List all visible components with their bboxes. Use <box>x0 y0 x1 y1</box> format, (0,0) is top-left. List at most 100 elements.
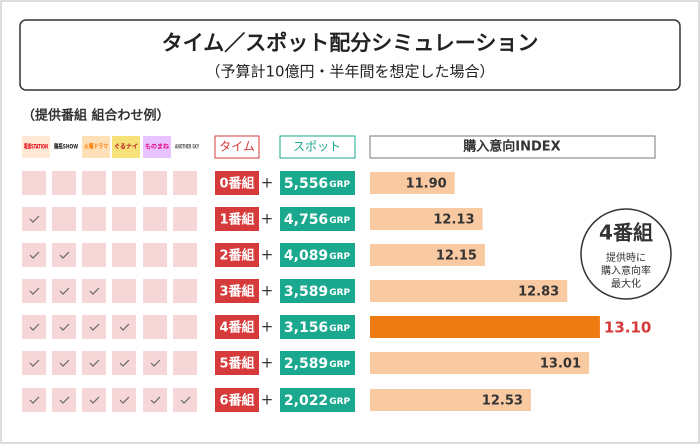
spot-box <box>280 171 355 195</box>
program-cell <box>143 351 167 375</box>
subtitle: （予算計10億円・半年間を想定した場合） <box>205 63 494 81</box>
bar <box>370 389 531 411</box>
program-cell <box>112 279 136 303</box>
spot-unit: GRP <box>329 324 350 334</box>
check-mark <box>29 359 40 367</box>
program-cell <box>173 207 197 231</box>
check-mark <box>29 287 40 295</box>
check-mark <box>29 396 40 404</box>
program-cell <box>52 243 76 267</box>
program-cell <box>143 171 167 195</box>
time-label: 6番組 <box>219 393 254 409</box>
title-box <box>19 19 681 91</box>
program-cell <box>52 388 76 412</box>
program-cell <box>112 388 136 412</box>
spot-label: 5,556GRP <box>284 176 351 192</box>
spot-label: 4,756GRP <box>284 212 351 228</box>
program-cell <box>22 315 46 339</box>
index-header: 購入意向INDEX <box>462 139 560 155</box>
spot-value: 3,156 <box>284 320 328 336</box>
check-mark <box>29 215 40 223</box>
value-label: 13.10 <box>604 319 651 337</box>
program-cell <box>143 315 167 339</box>
program-cell <box>173 315 197 339</box>
time-box <box>215 388 259 412</box>
check-mark <box>89 359 100 367</box>
spot-value: 4,089 <box>284 248 328 264</box>
spot-unit: GRP <box>329 360 350 370</box>
spot-label: 3,156GRP <box>284 320 351 336</box>
value-label: 12.83 <box>518 285 559 300</box>
bar <box>370 352 590 374</box>
spot-value: 3,589 <box>284 284 328 300</box>
spot-unit: GRP <box>329 252 350 262</box>
program-cell <box>143 279 167 303</box>
spot-box <box>280 243 355 267</box>
program-cell <box>173 279 197 303</box>
spot-unit: GRP <box>329 288 350 298</box>
time-box <box>215 351 259 375</box>
programs-label: （提供番組 組合わせ例） <box>22 108 170 124</box>
spot-label: 2,589GRP <box>284 356 351 372</box>
value-label: 12.53 <box>482 394 523 409</box>
index-header-box <box>369 135 656 159</box>
check-mark <box>89 323 100 331</box>
time-label: 1番組 <box>219 212 254 228</box>
program-logo-bg <box>112 136 140 158</box>
spot-value: 2,022 <box>284 393 328 409</box>
check-mark <box>59 323 70 331</box>
program-cell <box>82 279 106 303</box>
spot-header-box <box>279 135 356 159</box>
plus: + <box>261 282 274 300</box>
program-logo-bg <box>52 136 80 158</box>
program-cell <box>22 171 46 195</box>
program-cell <box>143 388 167 412</box>
callout-joint <box>592 270 606 280</box>
check-mark <box>59 359 70 367</box>
program-cell <box>52 207 76 231</box>
check-mark <box>119 323 130 331</box>
time-box <box>215 243 259 267</box>
check-mark <box>59 396 70 404</box>
program-logo: ものまね <box>145 143 170 151</box>
spot-value: 5,556 <box>284 176 328 192</box>
program-logo-bg <box>22 136 50 158</box>
spot-label: 3,589GRP <box>284 284 351 300</box>
bar <box>370 208 483 230</box>
bar <box>370 316 600 338</box>
check-mark <box>150 359 161 367</box>
program-logo-bg <box>143 136 171 158</box>
program-cell <box>112 351 136 375</box>
callout-line: 最大化 <box>611 277 641 290</box>
program-cell <box>143 243 167 267</box>
check-mark <box>89 287 100 295</box>
time-header: タイム <box>219 140 255 154</box>
program-cell <box>52 351 76 375</box>
time-box <box>215 279 259 303</box>
program-cell <box>52 279 76 303</box>
program-cell <box>52 315 76 339</box>
spot-unit: GRP <box>329 216 350 226</box>
spot-unit: GRP <box>329 180 350 190</box>
callout-circle <box>580 208 672 300</box>
time-header-box <box>214 135 260 159</box>
spot-box <box>280 315 355 339</box>
check-mark <box>59 251 70 259</box>
title: タイム／スポット配分シミュレーション <box>162 31 539 55</box>
callout-line: 提供時に <box>606 251 646 264</box>
program-logo: 報道STATION <box>24 143 48 151</box>
check-mark <box>29 323 40 331</box>
program-cell <box>22 279 46 303</box>
program-cell <box>22 388 46 412</box>
program-cell <box>173 388 197 412</box>
check-mark <box>119 396 130 404</box>
program-cell <box>112 315 136 339</box>
program-cell <box>112 243 136 267</box>
value-label: 12.13 <box>433 213 474 228</box>
spot-value: 2,589 <box>284 356 328 372</box>
program-logo: ANOTHER SKY <box>175 144 199 151</box>
program-logo-bg <box>82 136 110 158</box>
program-cell <box>82 351 106 375</box>
plus: + <box>261 391 274 409</box>
